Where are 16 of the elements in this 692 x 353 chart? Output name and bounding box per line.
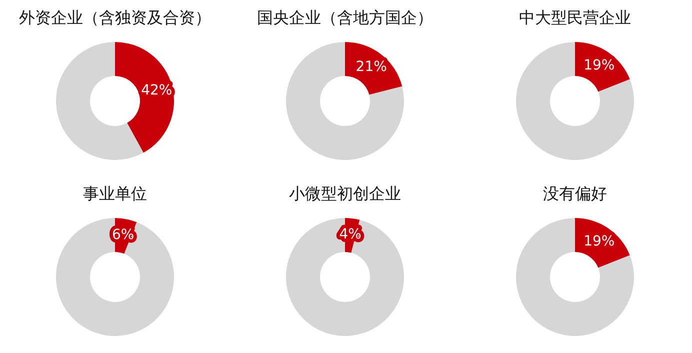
chart-title: 外资企业（含独资及合资） bbox=[19, 8, 211, 27]
data-label: 21% bbox=[356, 59, 387, 76]
data-label: 19% bbox=[584, 233, 615, 250]
donut-slice bbox=[516, 218, 634, 336]
chart-title: 国央企业（含地方国企） bbox=[257, 8, 433, 27]
donut-slice bbox=[56, 218, 174, 336]
donut-slice bbox=[286, 218, 404, 336]
donut-slice bbox=[56, 42, 144, 160]
data-label: 42% bbox=[141, 82, 172, 98]
data-label: 19% bbox=[584, 57, 615, 74]
chart-title: 中大型民营企业 bbox=[519, 8, 631, 27]
donut-slice bbox=[516, 42, 634, 160]
chart-title: 没有偏好 bbox=[543, 184, 607, 203]
chart-title: 小微型初创企业 bbox=[289, 184, 401, 203]
donut-slice bbox=[286, 42, 404, 160]
chart-title: 事业单位 bbox=[83, 184, 147, 203]
